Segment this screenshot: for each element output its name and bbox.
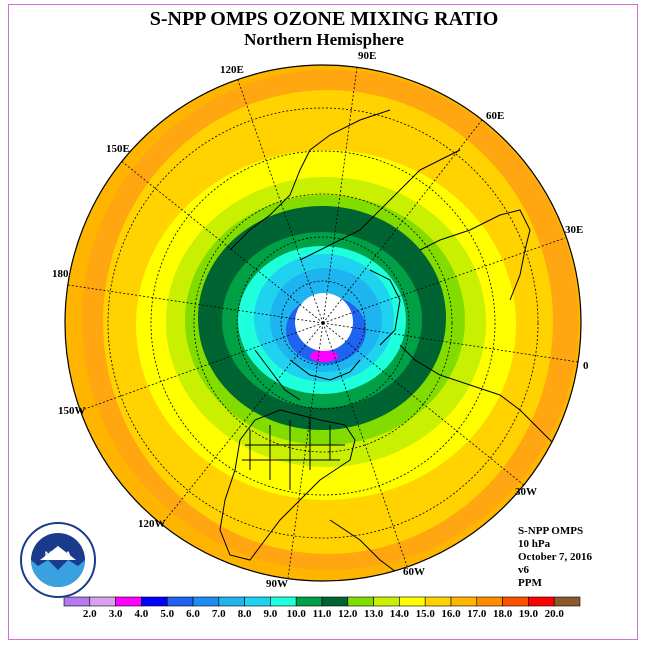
logo-text: NOAA — [45, 550, 72, 560]
colorbar-tick-label: 10.0 — [286, 608, 306, 620]
lon-label-0: 0 — [583, 360, 589, 372]
colorbar-tick-label: 4.0 — [134, 608, 149, 620]
info-units: PPM — [518, 577, 542, 589]
colorbar-tick-label: 7.0 — [211, 608, 226, 620]
info-date: October 7, 2016 — [518, 551, 593, 563]
colorbar-tick-label: 18.0 — [492, 608, 513, 620]
lon-label-150w: 150W — [58, 405, 86, 417]
colorbar-tick-label: 12.0 — [338, 608, 358, 620]
colorbar-tick-label: 9.0 — [263, 608, 278, 620]
map-subtitle: Northern Hemisphere — [244, 30, 404, 49]
noaa-logo: NOAA — [20, 522, 96, 598]
info-instrument: S-NPP OMPS — [518, 525, 584, 537]
colorbar-tick-label: 15.0 — [415, 608, 435, 620]
colorbar-swatch — [270, 596, 297, 607]
lon-label-30w: 30W — [515, 486, 537, 498]
colorbar-tick-label: 11.0 — [312, 608, 332, 620]
colorbar-swatch — [347, 596, 374, 607]
lon-label-60w: 60W — [403, 566, 425, 578]
colorbar-tick-label: 17.0 — [467, 608, 487, 620]
colorbar-tick-label: 13.0 — [363, 608, 384, 620]
lon-label-60e: 60E — [486, 110, 505, 122]
colorbar-swatch — [244, 596, 271, 607]
colorbar-tick-label: 5.0 — [160, 608, 175, 620]
lon-label-90e: 90E — [358, 50, 377, 62]
colorbar-swatch — [321, 596, 349, 607]
lon-label-90w: 90W — [266, 578, 288, 590]
colorbar-tick-label: 3.0 — [108, 608, 123, 620]
colorbar-tick-label: 2.0 — [82, 608, 97, 620]
colorbar-swatch — [399, 596, 426, 607]
colorbar-tick-label: 19.0 — [518, 608, 539, 620]
info-block: S-NPP OMPS 10 hPa October 7, 2016 v6 PPM — [518, 525, 592, 590]
colorbar-swatch — [528, 596, 555, 607]
colorbar-swatch — [115, 596, 142, 607]
colorbar-swatch — [553, 596, 581, 607]
info-version: v6 — [518, 564, 529, 576]
lon-label-30e: 30E — [565, 224, 584, 236]
lon-label-150e: 150E — [106, 143, 130, 155]
colorbar-tick-label: 16.0 — [441, 608, 461, 620]
colorbar-swatch — [502, 596, 529, 607]
colorbar-swatch — [424, 596, 452, 607]
colorbar-swatch — [166, 596, 194, 607]
colorbar-swatch — [218, 596, 245, 607]
colorbar-swatch — [476, 596, 503, 607]
colorbar-tick-label: 8.0 — [237, 608, 252, 620]
colorbar-tick-label: 14.0 — [389, 608, 410, 620]
figure-frame — [8, 4, 638, 640]
lon-label-180: 180 — [52, 268, 69, 280]
colorbar-swatch — [450, 596, 478, 607]
map-boundary — [64, 64, 582, 582]
lon-label-120e: 120E — [220, 64, 244, 76]
colorbar — [63, 596, 581, 607]
colorbar-tick-label: 6.0 — [186, 608, 200, 620]
colorbar-swatch — [295, 596, 323, 607]
colorbar-swatch — [373, 596, 400, 607]
band-magenta — [310, 350, 338, 362]
lon-label-120w: 120W — [138, 518, 166, 530]
info-level: 10 hPa — [518, 538, 551, 550]
colorbar-tick-label: 20.0 — [544, 608, 564, 620]
coastlines — [219, 109, 556, 581]
map-title: S-NPP OMPS OZONE MIXING RATIO — [149, 8, 499, 30]
colorbar-swatch — [192, 596, 220, 607]
colorbar-swatch — [141, 596, 168, 607]
